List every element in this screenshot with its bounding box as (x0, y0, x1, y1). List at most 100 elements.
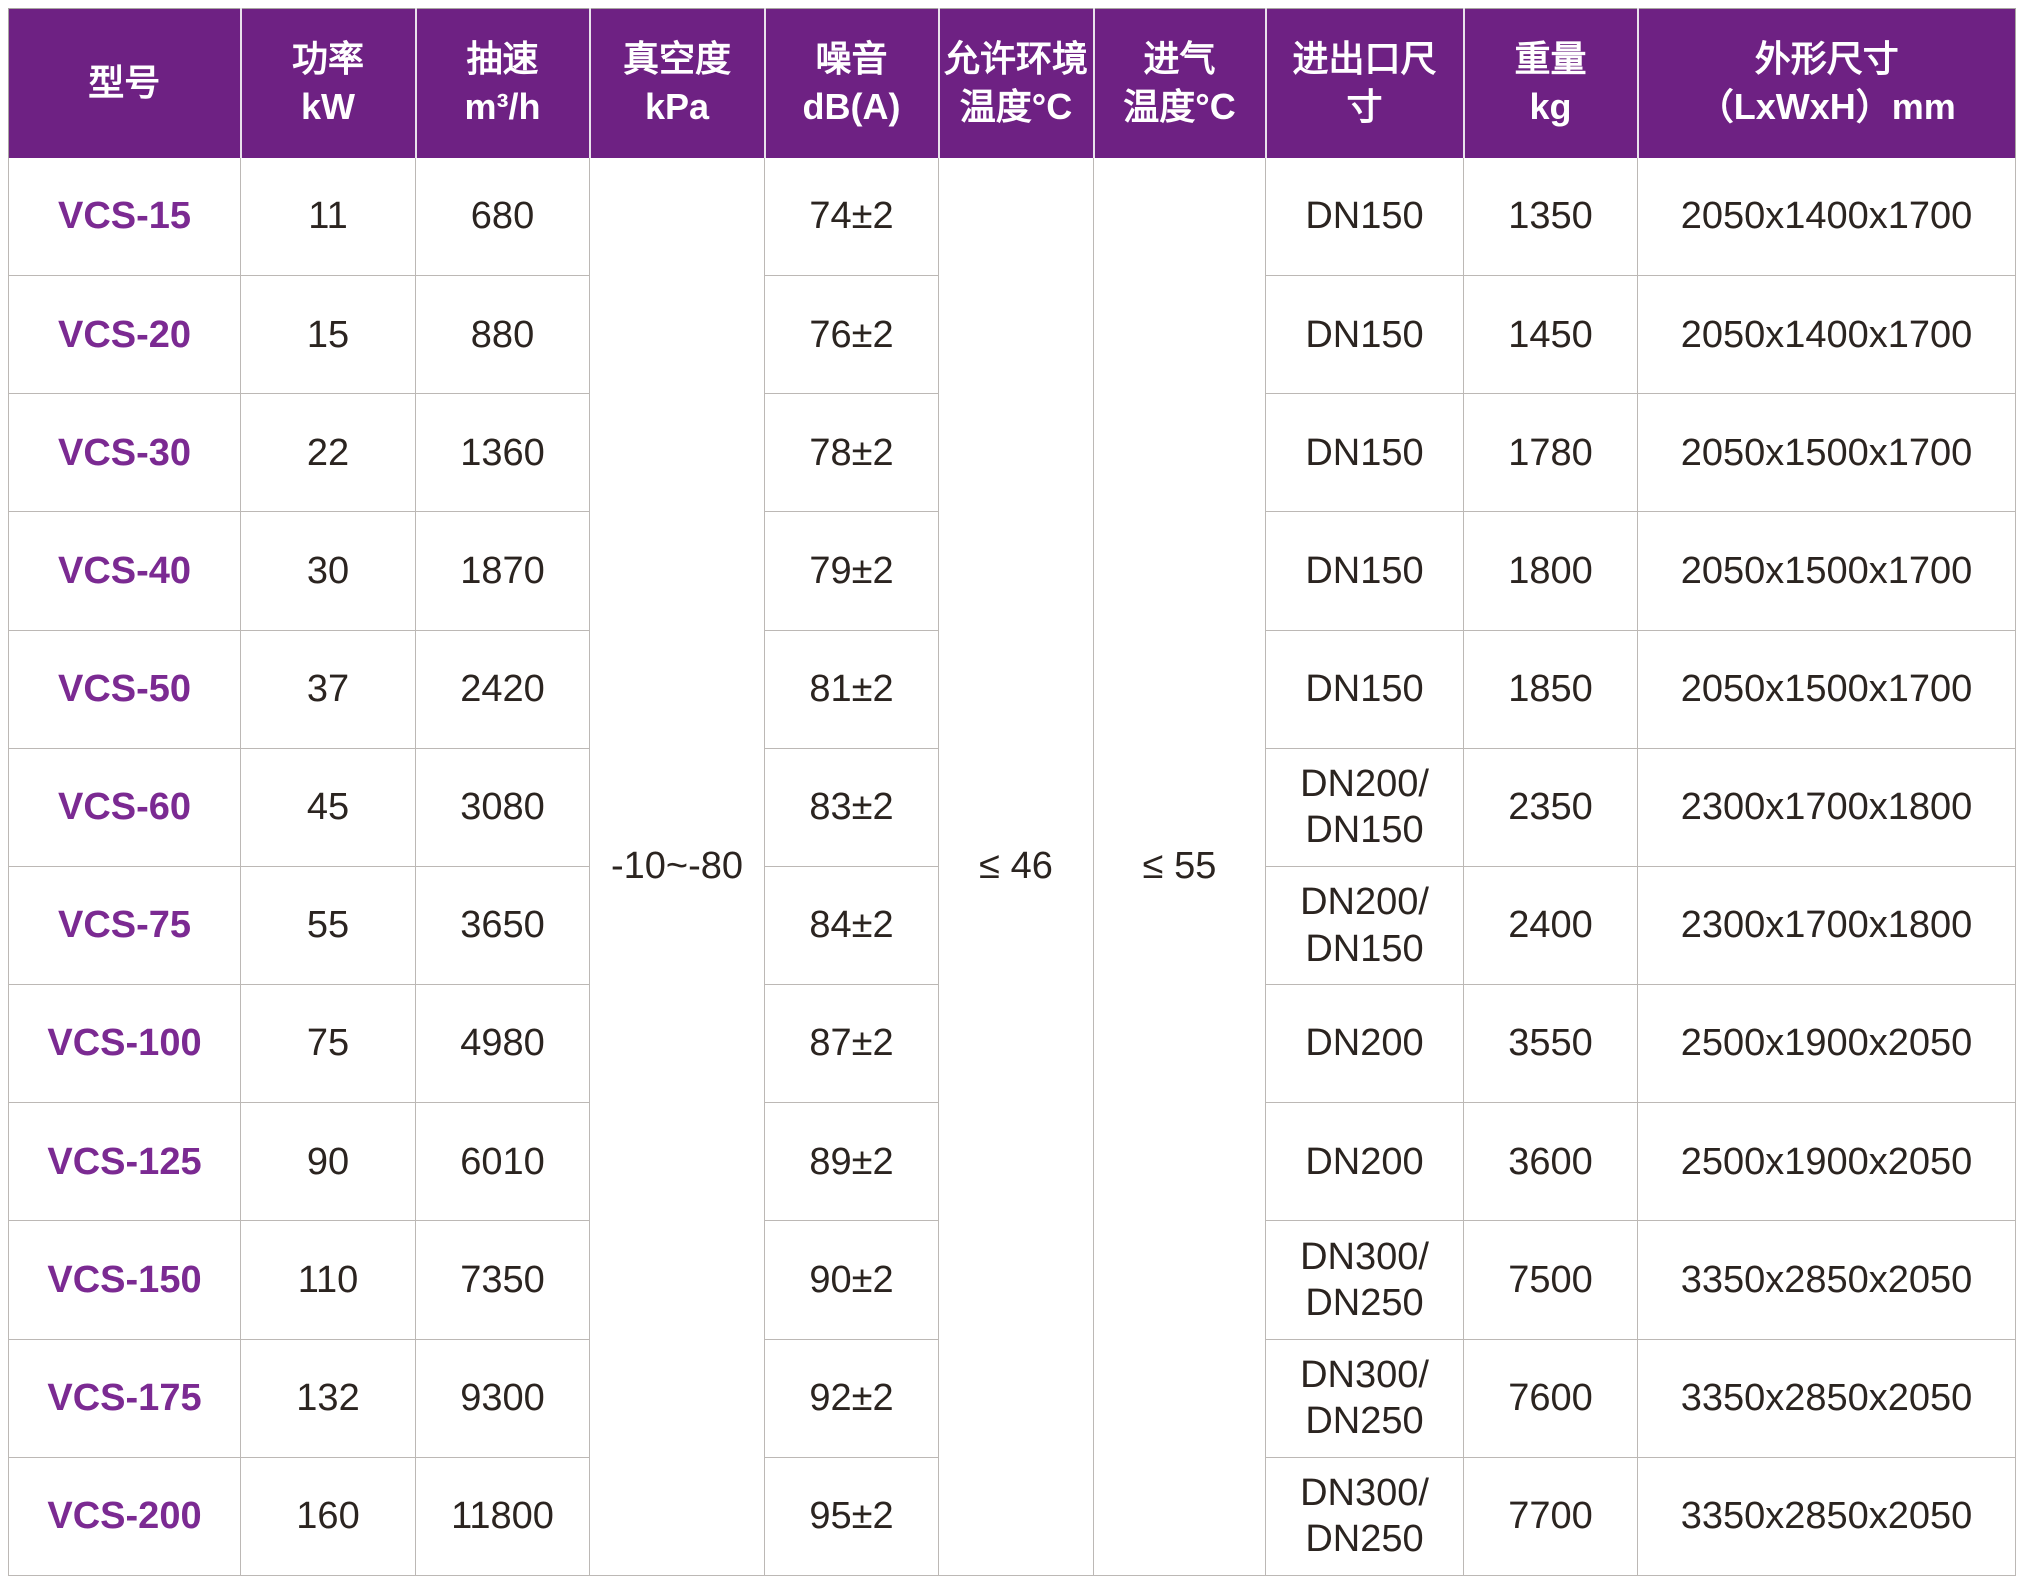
cell-port: DN200 (1265, 984, 1464, 1104)
cell-power: 75 (240, 984, 416, 1104)
cell-weight: 1850 (1463, 629, 1638, 749)
cell-dims: 2050x1500x1700 (1637, 511, 2016, 631)
cell-port: DN300/DN250 (1265, 1456, 1464, 1577)
table-row-vcs-30: VCS-30 22 1360 78±2 DN150 1780 2050x1500x1700 (8, 393, 2016, 513)
cell-dims: 2050x1500x1700 (1637, 629, 2016, 749)
cell-noise: 83±2 (764, 747, 939, 867)
cell-speed: 3650 (415, 865, 590, 986)
cell-model: VCS-200 (8, 1456, 241, 1577)
column-header-model: 型号 (8, 8, 241, 158)
column-header-port-line: 寸 (1346, 86, 1383, 128)
cell-model: VCS-60 (8, 747, 241, 867)
cell-port: DN200 (1265, 1102, 1464, 1222)
cell-port: DN150 (1265, 157, 1464, 277)
cell-power: 110 (240, 1220, 416, 1340)
cell-power: 37 (240, 629, 416, 749)
cell-model: VCS-50 (8, 629, 241, 749)
cell-noise: 87±2 (764, 984, 939, 1104)
cell-noise: 95±2 (764, 1456, 939, 1577)
column-header-dims-line: （LxWxH）mm (1697, 86, 1956, 128)
column-header-vacuum-line: 真空度 (622, 37, 731, 79)
column-header-noise: 噪音 dB(A) (763, 8, 939, 158)
cell-noise: 76±2 (764, 275, 939, 395)
table-row-vcs-20: VCS-20 15 880 76±2 DN150 1450 2050x1400x1700 (8, 275, 2016, 395)
cell-port: DN150 (1265, 629, 1464, 749)
table-row-vcs-40: VCS-40 30 1870 79±2 DN150 1800 2050x1500x1700 (8, 511, 2016, 631)
cell-weight: 7700 (1463, 1456, 1638, 1577)
merged-cell-intake: ≤ 55 (1093, 157, 1266, 1576)
cell-dims: 3350x2850x2050 (1637, 1338, 2016, 1458)
column-header-power-line: 功率 (291, 37, 364, 79)
header-row: 型号 功率 kW 抽速 m³/h 真空度 kPa 噪音 dB(A) 允许环境 温度°C 进气 温度°C 进… (8, 8, 2016, 158)
cell-model: VCS-125 (8, 1102, 241, 1222)
column-header-weight-line: 重量 (1514, 37, 1587, 79)
table-body: VCS-15 11 680 -10~-80 74±2 ≤ 46 ≤ 55 DN150 1350 2… (8, 157, 2016, 1577)
column-header-intake-line: 进气 (1143, 37, 1216, 79)
cell-dims: 2050x1400x1700 (1637, 157, 2016, 277)
cell-port: DN300/DN250 (1265, 1338, 1464, 1458)
column-header-vacuum: 真空度 kPa (588, 8, 765, 158)
cell-power: 132 (240, 1338, 416, 1458)
cell-dims: 2500x1900x2050 (1637, 984, 2016, 1104)
cell-model: VCS-75 (8, 865, 241, 986)
column-header-power-line: kW (301, 86, 355, 128)
column-header-intake: 进气温度°C (1092, 8, 1266, 158)
cell-model: VCS-15 (8, 157, 241, 277)
cell-power: 90 (240, 1102, 416, 1222)
cell-dims: 2050x1500x1700 (1637, 393, 2016, 513)
cell-speed: 680 (415, 157, 590, 277)
table-header: 型号 功率 kW 抽速 m³/h 真空度 kPa 噪音 dB(A) 允许环境 温度°C 进气 温度°C 进… (8, 8, 2016, 158)
cell-weight: 2400 (1463, 865, 1638, 986)
cell-noise: 79±2 (764, 511, 939, 631)
cell-noise: 92±2 (764, 1338, 939, 1458)
cell-weight: 1780 (1463, 393, 1638, 513)
cell-weight: 7600 (1463, 1338, 1638, 1458)
cell-weight: 2350 (1463, 747, 1638, 867)
cell-noise: 78±2 (764, 393, 939, 513)
column-header-speed-line: 抽速 (466, 37, 539, 79)
cell-noise: 81±2 (764, 629, 939, 749)
cell-power: 160 (240, 1456, 416, 1577)
column-header-ambient-line: 温度°C (959, 86, 1073, 128)
cell-model: VCS-100 (8, 984, 241, 1104)
cell-power: 11 (240, 157, 416, 277)
cell-dims: 3350x2850x2050 (1637, 1220, 2016, 1340)
cell-noise: 74±2 (764, 157, 939, 277)
cell-port: DN200/DN150 (1265, 747, 1464, 867)
cell-speed: 2420 (415, 629, 590, 749)
cell-model: VCS-40 (8, 511, 241, 631)
cell-weight: 1800 (1463, 511, 1638, 631)
cell-weight: 3600 (1463, 1102, 1638, 1222)
column-header-dims-line: 外形尺寸 (1754, 37, 1899, 79)
table-row-vcs-15: VCS-15 11 680 -10~-80 74±2 ≤ 46 ≤ 55 DN150 1350 2… (8, 157, 2016, 1576)
cell-model: VCS-20 (8, 275, 241, 395)
column-header-intake-line: 温度°C (1123, 86, 1236, 128)
cell-dims: 3350x2850x2050 (1637, 1456, 2016, 1577)
column-header-speed: 抽速 m³/h (414, 8, 590, 158)
cell-power: 45 (240, 747, 416, 867)
table-row-vcs-50: VCS-50 37 2420 81±2 DN150 1850 2050x1500x1700 (8, 629, 2016, 749)
cell-dims: 2050x1400x1700 (1637, 275, 2016, 395)
table-row-vcs-200: VCS-200 160 11800 95±2 DN300/DN250 7700 3350x2… (8, 1456, 2016, 1577)
table-row-vcs-75: VCS-75 55 3650 84±2 DN200/DN150 2400 2300x1700… (8, 865, 2016, 986)
cell-port: DN300/DN250 (1265, 1220, 1464, 1340)
column-header-speed-line: m³/h (464, 86, 541, 128)
cell-dims: 2500x1900x2050 (1637, 1102, 2016, 1222)
column-header-weight-line: kg (1529, 86, 1572, 128)
cell-speed: 7350 (415, 1220, 590, 1340)
table-row-vcs-60: VCS-60 45 3080 83±2 DN200/DN150 2350 2300x1700… (8, 747, 2016, 867)
cell-dims: 2300x1700x1800 (1637, 865, 2016, 986)
column-header-noise-line: 噪音 (815, 37, 888, 79)
merged-cell-ambient: ≤ 46 (938, 157, 1094, 1576)
table-row-vcs-175: VCS-175 132 9300 92±2 DN300/DN250 7600 3350x28… (8, 1338, 2016, 1458)
column-header-port-line: 进出口尺 (1292, 37, 1437, 79)
cell-speed: 880 (415, 275, 590, 395)
cell-speed: 11800 (415, 1456, 590, 1577)
cell-port: DN150 (1265, 275, 1464, 395)
column-header-ambient-line: 允许环境 (943, 37, 1088, 79)
cell-noise: 90±2 (764, 1220, 939, 1340)
column-header-vacuum-line: kPa (644, 86, 710, 128)
cell-noise: 89±2 (764, 1102, 939, 1222)
merged-cell-vacuum: -10~-80 (589, 157, 765, 1576)
